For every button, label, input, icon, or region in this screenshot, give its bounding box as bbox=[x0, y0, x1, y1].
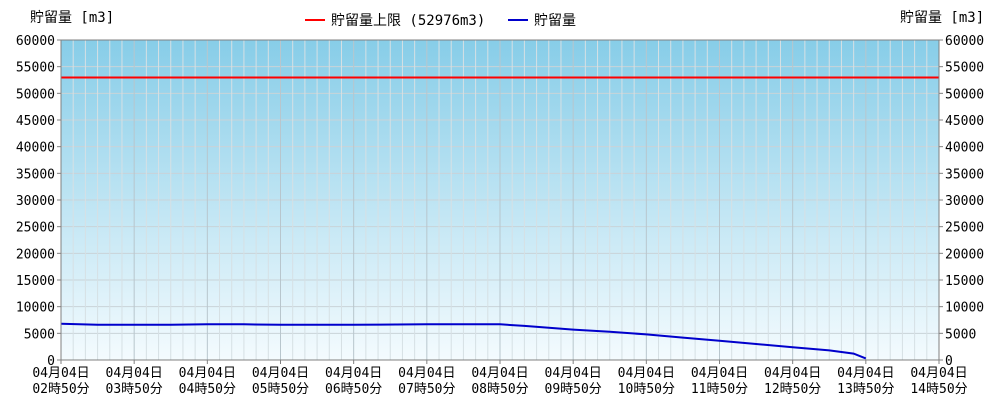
y-tick-label-right: 25000 bbox=[945, 221, 984, 236]
y-tick-label-right: 30000 bbox=[945, 194, 984, 209]
x-tick-label-date: 04月04日 bbox=[910, 366, 967, 381]
x-tick-label-date: 04月04日 bbox=[32, 366, 89, 381]
y-axis-label-right: 貯留量 [m3] bbox=[900, 10, 984, 26]
legend-label-limit: 貯留量上限 (52976m3) bbox=[331, 13, 485, 29]
series-line-storage bbox=[60, 322, 867, 360]
x-tick-label-date: 04月04日 bbox=[764, 366, 821, 381]
x-tick-label-time: 14時50分 bbox=[910, 382, 967, 397]
x-tick-label-time: 02時50分 bbox=[32, 382, 89, 397]
series-layer bbox=[60, 76, 939, 360]
y-tick-label-left: 25000 bbox=[16, 221, 55, 236]
x-tick-label-time: 07時50分 bbox=[398, 382, 455, 397]
y-tick-label-left: 5000 bbox=[24, 327, 55, 342]
x-tick-label-date: 04月04日 bbox=[618, 366, 675, 381]
y-tick-label-right: 5000 bbox=[945, 327, 976, 342]
y-tick-label-right: 15000 bbox=[945, 274, 984, 289]
x-tick-label-date: 04月04日 bbox=[179, 366, 236, 381]
y-tick-label-right: 50000 bbox=[945, 87, 984, 102]
x-tick-label-date: 04月04日 bbox=[106, 366, 163, 381]
grid bbox=[60, 39, 940, 361]
y-tick-label-right: 35000 bbox=[945, 167, 984, 182]
legend: 貯留量上限 (52976m3) 貯留量 bbox=[305, 13, 576, 29]
y-tick-label-left: 20000 bbox=[16, 247, 55, 262]
y-tick-label-left: 35000 bbox=[16, 167, 55, 182]
y-tick-label-right: 10000 bbox=[945, 301, 984, 316]
y-tick-label-left: 55000 bbox=[16, 61, 55, 76]
y-tick-label-right: 60000 bbox=[945, 34, 984, 49]
y-tick-label-left: 15000 bbox=[16, 274, 55, 289]
y-axis-right: 0 5000 10000 15000 20000 25000 30000 35000 40000… bbox=[939, 34, 984, 369]
y-axis-label-left: 貯留量 [m3] bbox=[30, 10, 114, 26]
y-tick-label-left: 45000 bbox=[16, 114, 55, 129]
y-axis-left: 0 5000 10000 15000 20000 25000 30000 35000 40000… bbox=[16, 34, 61, 369]
x-tick-label-time: 03時50分 bbox=[106, 382, 163, 397]
y-tick-label-right: 0 bbox=[945, 354, 953, 369]
x-tick-label-date: 04月04日 bbox=[545, 366, 602, 381]
y-tick-label-right: 55000 bbox=[945, 61, 984, 76]
y-tick-label-left: 10000 bbox=[16, 301, 55, 316]
x-tick-label-date: 04月04日 bbox=[471, 366, 528, 381]
x-tick-label-time: 08時50分 bbox=[471, 382, 528, 397]
y-tick-label-left: 30000 bbox=[16, 194, 55, 209]
x-tick-label-time: 11時50分 bbox=[691, 382, 748, 397]
y-tick-label-right: 40000 bbox=[945, 141, 984, 156]
x-tick-label-time: 12時50分 bbox=[764, 382, 821, 397]
y-tick-label-right: 20000 bbox=[945, 247, 984, 262]
legend-label-storage: 貯留量 bbox=[534, 13, 576, 29]
x-tick-label-time: 05時50分 bbox=[252, 382, 309, 397]
y-tick-label-left: 0 bbox=[47, 354, 55, 369]
x-tick-label-time: 10時50分 bbox=[618, 382, 675, 397]
x-tick-label-time: 09時50分 bbox=[545, 382, 602, 397]
x-tick-label-date: 04月04日 bbox=[691, 366, 748, 381]
y-tick-label-left: 50000 bbox=[16, 87, 55, 102]
x-tick-label-date: 04月04日 bbox=[837, 366, 894, 381]
x-tick-label-time: 06時50分 bbox=[325, 382, 382, 397]
x-tick-label-date: 04月04日 bbox=[325, 366, 382, 381]
x-tick-label-time: 04時50分 bbox=[179, 382, 236, 397]
x-tick-label-date: 04月04日 bbox=[398, 366, 455, 381]
x-tick-label-time: 13時50分 bbox=[837, 382, 894, 397]
y-tick-label-right: 45000 bbox=[945, 114, 984, 129]
y-tick-label-left: 60000 bbox=[16, 34, 55, 49]
x-axis: 04月04日02時50分04月04日03時50分04月04日04時50分04月0… bbox=[32, 360, 968, 397]
x-tick-label-date: 04月04日 bbox=[252, 366, 309, 381]
y-tick-label-left: 40000 bbox=[16, 141, 55, 156]
